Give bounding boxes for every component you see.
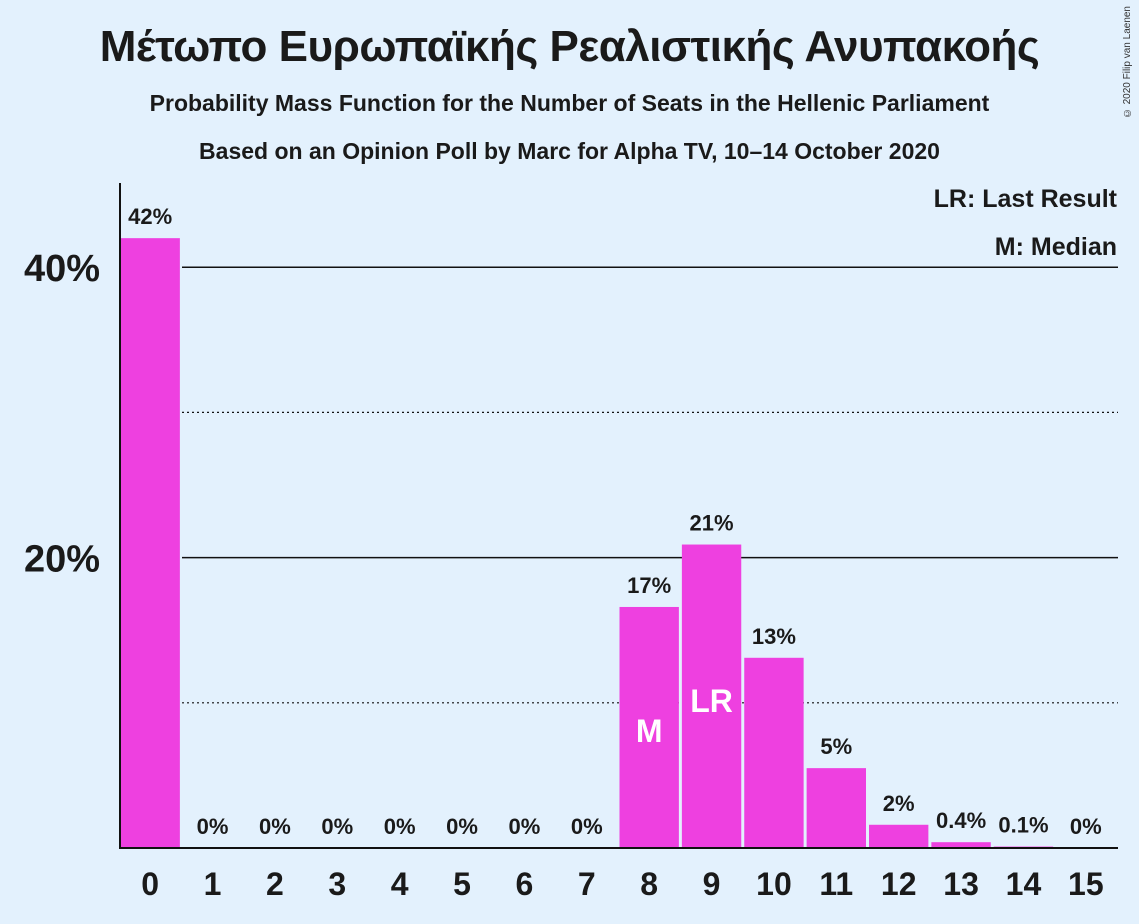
- x-tick-label: 3: [328, 866, 346, 902]
- y-tick-label: 20%: [24, 539, 100, 581]
- legend-median: M: Median: [994, 233, 1117, 261]
- data-label: 0.1%: [998, 813, 1048, 838]
- x-tick-label: 8: [640, 866, 658, 902]
- data-label: 0%: [1070, 814, 1102, 839]
- median-marker: M: [636, 713, 663, 749]
- data-label: 5%: [820, 734, 852, 759]
- x-tick-label: 10: [756, 866, 792, 902]
- x-tick-label: 5: [453, 866, 471, 902]
- x-tick-label: 14: [1006, 866, 1042, 902]
- chart-subtitle: Probability Mass Function for the Number…: [149, 90, 990, 116]
- data-label: 0.4%: [936, 808, 986, 833]
- data-label: 0%: [259, 814, 291, 839]
- x-tick-label: 9: [703, 866, 721, 902]
- data-label: 0%: [197, 814, 229, 839]
- x-tick-label: 2: [266, 866, 284, 902]
- x-tick-label: 6: [516, 866, 534, 902]
- bar: [744, 657, 804, 848]
- chart-source-line: Based on an Opinion Poll by Marc for Alp…: [199, 138, 940, 164]
- x-tick-label: 4: [391, 866, 409, 902]
- data-label: 0%: [384, 814, 416, 839]
- x-tick-label: 15: [1068, 866, 1104, 902]
- x-tick-label: 1: [204, 866, 222, 902]
- data-label: 42%: [128, 204, 172, 229]
- data-label: 13%: [752, 624, 796, 649]
- x-tick-label: 11: [819, 866, 853, 902]
- chart-title: Μέτωπο Ευρωπαϊκής Ρεαλιστικής Ανυπακοής: [99, 22, 1040, 71]
- data-label: 17%: [627, 573, 671, 598]
- x-tick-label: 12: [881, 866, 917, 902]
- y-tick-label: 40%: [24, 248, 100, 290]
- bar: [869, 824, 929, 848]
- data-label: 2%: [883, 791, 915, 816]
- data-label: 21%: [690, 511, 734, 536]
- data-label: 0%: [321, 814, 353, 839]
- data-label: 0%: [509, 814, 541, 839]
- legend-last-result: LR: Last Result: [933, 185, 1117, 213]
- data-label: 0%: [571, 814, 603, 839]
- bar: [120, 238, 180, 848]
- data-label: 0%: [446, 814, 478, 839]
- last-result-marker: LR: [690, 683, 733, 719]
- x-tick-label: 0: [141, 866, 159, 902]
- x-tick-label: 7: [578, 866, 596, 902]
- bar: [806, 768, 866, 848]
- bar: [681, 544, 742, 848]
- bar: [619, 606, 679, 848]
- x-tick-label: 13: [943, 866, 979, 902]
- bar: [931, 842, 991, 848]
